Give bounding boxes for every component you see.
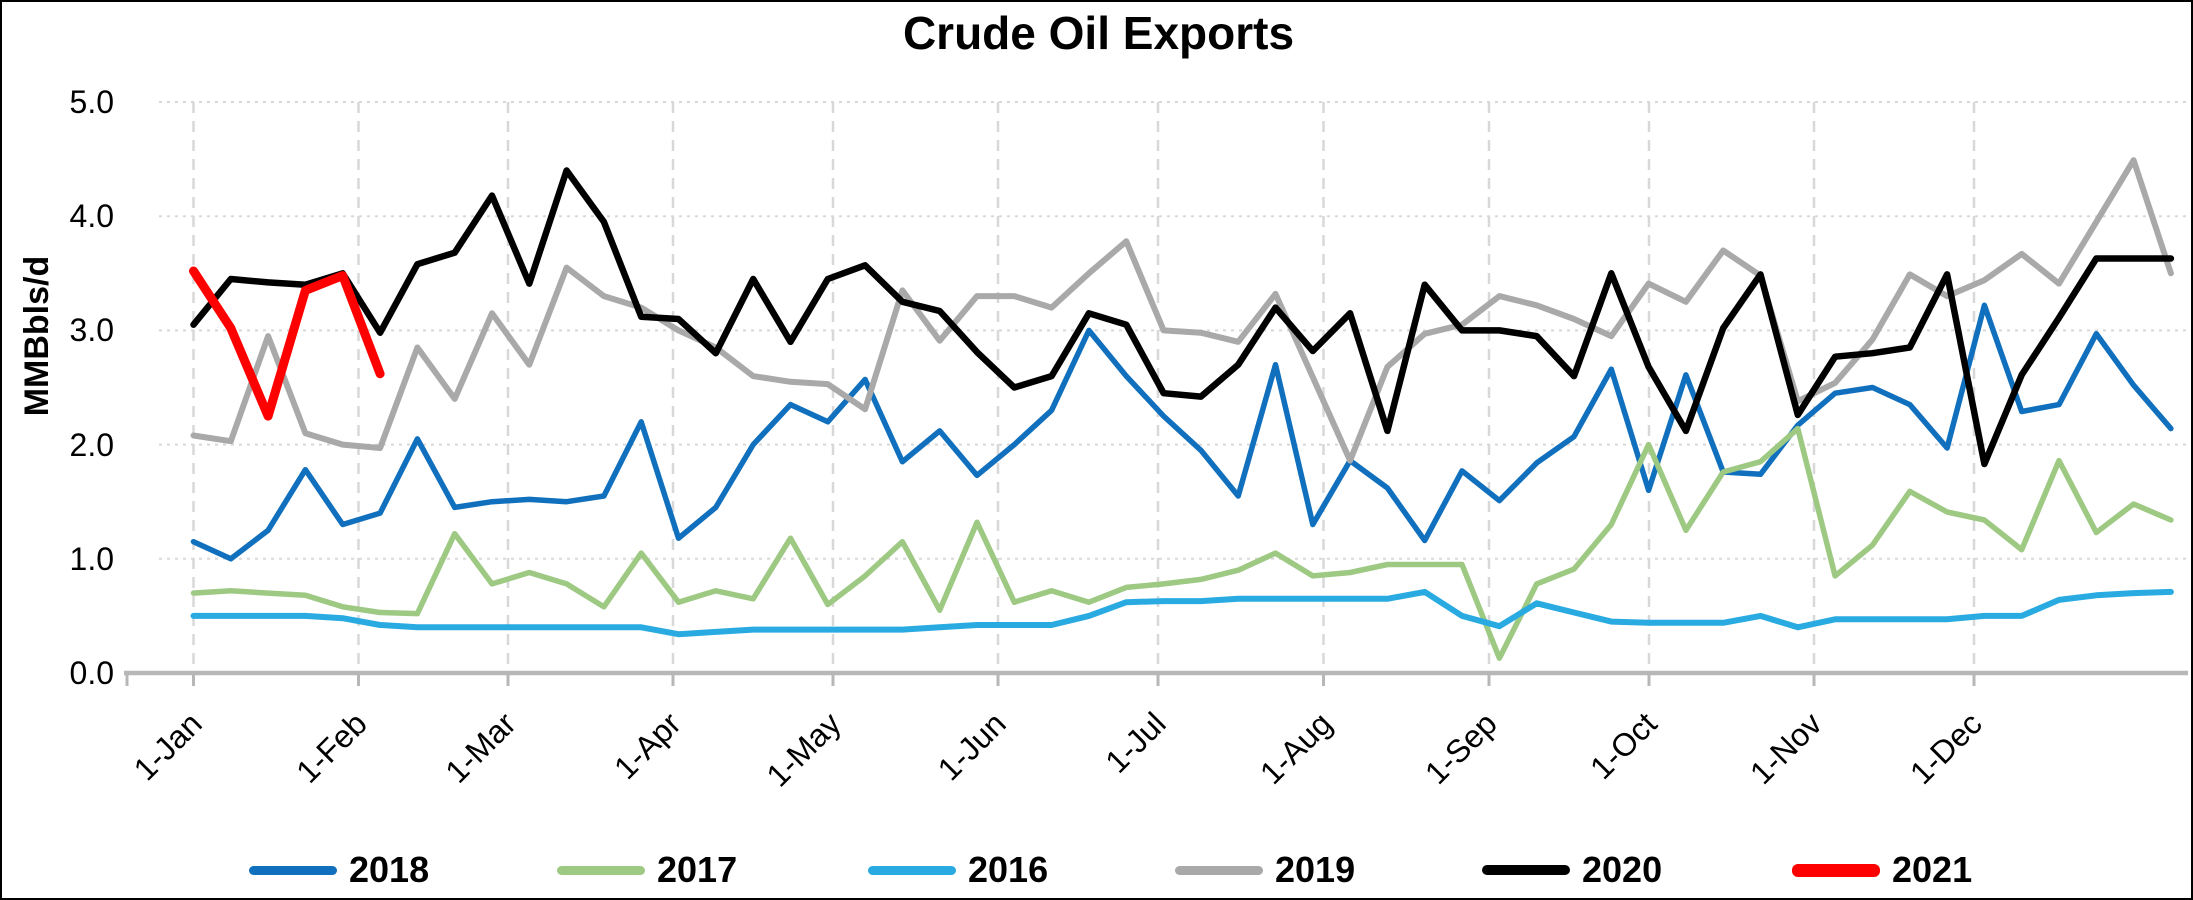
legend-label-2018: 2018 bbox=[349, 849, 430, 890]
legend-swatch-2018 bbox=[249, 865, 337, 875]
legend-swatch-2020 bbox=[1482, 865, 1570, 875]
legend-label-2020: 2020 bbox=[1582, 849, 1663, 890]
legend-label-2016: 2016 bbox=[968, 849, 1049, 890]
legend-swatch-2021 bbox=[1792, 863, 1880, 877]
series-line-2016 bbox=[190, 588, 2174, 638]
legend-label-2021: 2021 bbox=[1892, 849, 1973, 890]
legend-swatch-2016 bbox=[868, 865, 956, 875]
legend-item-2016: 2016 bbox=[868, 848, 1048, 892]
series-line-2021 bbox=[189, 266, 385, 421]
series-line-2018 bbox=[190, 302, 2174, 562]
legend-item-2021: 2021 bbox=[1792, 848, 1972, 892]
legend-item-2019: 2019 bbox=[1175, 848, 1355, 892]
y-tick-label-2.0: 2.0 bbox=[69, 426, 114, 463]
y-tick-label-4.0: 4.0 bbox=[69, 198, 114, 235]
y-tick-label-3.0: 3.0 bbox=[69, 312, 114, 349]
legend-item-2018: 2018 bbox=[249, 848, 429, 892]
legend-item-2020: 2020 bbox=[1482, 848, 1662, 892]
legend-swatch-2017 bbox=[557, 865, 645, 875]
y-tick-label-5.0: 5.0 bbox=[69, 84, 114, 120]
legend-swatch-2019 bbox=[1175, 865, 1263, 875]
y-tick-label-0.0: 0.0 bbox=[69, 655, 114, 691]
chart-title: Crude Oil Exports bbox=[902, 7, 1295, 59]
series-line-2020 bbox=[190, 167, 2175, 468]
legend-label-2017: 2017 bbox=[657, 849, 738, 890]
legend-item-2017: 2017 bbox=[557, 848, 737, 892]
series-line-2019 bbox=[190, 157, 2174, 464]
legend-label-2019: 2019 bbox=[1275, 849, 1356, 890]
y-tick-label-1.0: 1.0 bbox=[69, 540, 114, 577]
series-line-2017 bbox=[190, 425, 2174, 661]
